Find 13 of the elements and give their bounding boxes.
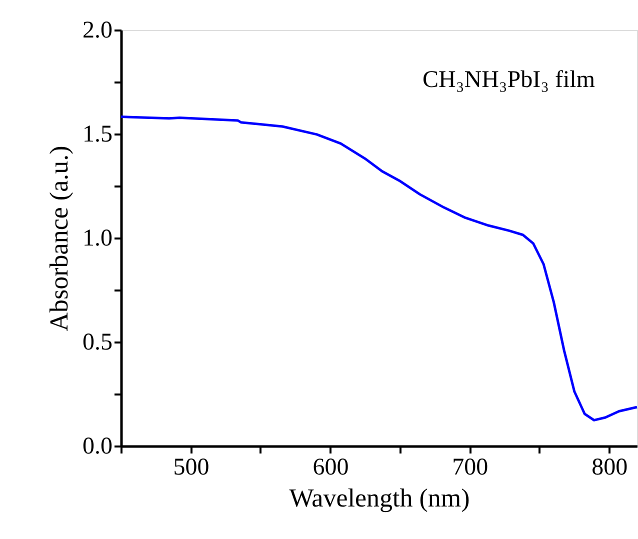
y-axis-title: Absorbance (a.u.) — [44, 146, 74, 332]
y-tick-label: 1.5 — [82, 122, 112, 148]
y-tick-label: 1.0 — [82, 226, 112, 252]
x-axis-title: Wavelength (nm) — [289, 484, 470, 512]
x-tick-label: 800 — [592, 454, 628, 480]
y-tick-label: 0.0 — [82, 434, 112, 460]
y-tick-label: 2.0 — [82, 18, 112, 44]
annotation: CH₃NH₃PbI₃ film — [422, 67, 596, 93]
y-tick-label: 0.5 — [82, 330, 112, 356]
x-tick-label: 600 — [312, 454, 349, 480]
x-tick-label: 700 — [452, 454, 488, 480]
line-series — [120, 115, 638, 422]
x-tick-label: 500 — [173, 454, 210, 480]
